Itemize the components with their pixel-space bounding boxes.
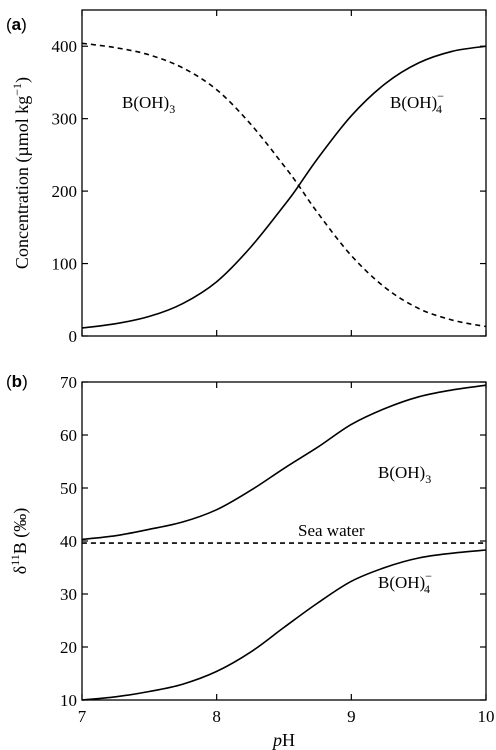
series-line-b-oh-3 (81, 384, 487, 541)
y-tick-label: 300 (52, 110, 78, 129)
x-tick-label: 9 (347, 707, 356, 726)
panel-a-y-axis-label: Concentration (µmol kg−1) (10, 77, 33, 269)
y-tick-label: 30 (60, 585, 77, 604)
y-tick-label: 60 (60, 426, 77, 445)
panel-b-y-axis-label: δ11B (‰) (8, 508, 31, 575)
series-line-b-oh-4- (81, 549, 487, 701)
panel-b-y-ticks: 10 20 30 40 50 60 70 (60, 373, 486, 710)
y-tick-label: 40 (60, 532, 77, 551)
panel-a-series (81, 42, 487, 329)
panel-b: (b) 10 20 30 40 50 60 70 7 8 9 10 δ11B (‰) pH B(O… (6, 372, 495, 750)
panel-b-tag: (b) (6, 372, 28, 391)
y-tick-label: 70 (60, 373, 77, 392)
y-tick-label: 100 (52, 255, 78, 274)
y-tick-label: 20 (60, 638, 77, 657)
panel-a-y-ticks: 0 100 200 300 400 (52, 37, 486, 346)
panel-a-frame (81, 9, 487, 337)
y-tick-label: 10 (60, 691, 77, 710)
x-tick-label: 10 (478, 707, 495, 726)
panel-a: (a) 0 100 200 300 400 Concentration (µmol kg… (6, 9, 487, 346)
panel-a-label-boh3: B(OH)3 (122, 93, 175, 116)
panel-b-series (81, 384, 487, 701)
panel-b-label-seawater: Sea water (298, 521, 365, 540)
panel-b-label-boh4: B(OH)− 4 (378, 569, 432, 596)
panel-b-label-boh3: B(OH)3 (378, 463, 431, 486)
x-tick-label: 7 (78, 707, 87, 726)
panel-b-frame (81, 381, 487, 701)
y-tick-label: 400 (52, 37, 78, 56)
y-tick-label: 200 (52, 182, 78, 201)
x-tick-label: 8 (212, 707, 221, 726)
panel-a-label-boh4: B(OH)− 4 (390, 89, 444, 116)
series-line-b-oh-4- (81, 45, 487, 329)
panel-b-x-ticks: 7 8 9 10 (78, 382, 495, 726)
panel-b-x-axis-label: pH (271, 730, 295, 750)
panel-a-tag: (a) (6, 15, 27, 34)
y-tick-label: 0 (69, 327, 78, 346)
panel-a-x-ticks (81, 10, 487, 336)
y-tick-label: 50 (60, 479, 77, 498)
series-line-b-oh-3 (81, 42, 487, 328)
